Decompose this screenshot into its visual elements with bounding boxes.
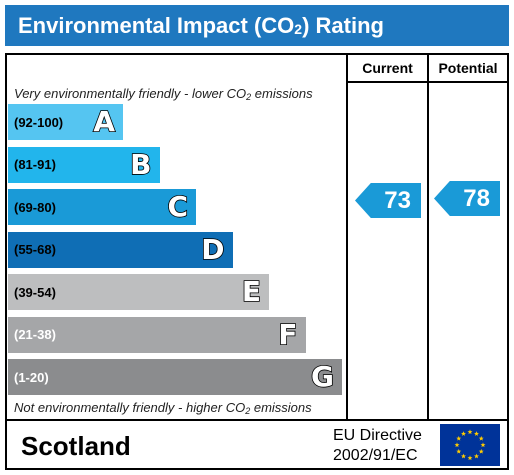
caption-bottom-sub: 2 — [245, 406, 251, 416]
potential-rating-arrow: 78 — [434, 181, 500, 216]
flag-star — [461, 453, 466, 459]
flag-star — [478, 448, 484, 454]
flag-star — [478, 435, 484, 441]
band-letter: D — [200, 232, 225, 266]
band-letter: G — [310, 360, 335, 393]
potential-rating-value: 78 — [463, 184, 490, 212]
band-range-label: (55-68) — [14, 242, 56, 257]
flag-star — [474, 453, 479, 459]
flag-star — [480, 442, 486, 448]
chart-title: Environmental Impact (CO 2) Rating — [5, 5, 509, 46]
flag-star — [461, 431, 466, 436]
band-letter: A — [93, 105, 116, 138]
band-e: (39-54) E — [8, 274, 269, 310]
caption-bottom-pre: Not environmentally friendly - higher CO — [14, 400, 246, 415]
caption-top: Very environmentally friendly - lower CO… — [14, 86, 313, 102]
divider-potential — [427, 53, 429, 421]
current-rating-value: 73 — [384, 186, 411, 214]
flag-star — [467, 429, 473, 435]
band-range-label: (1-20) — [14, 369, 49, 385]
eu-flag-icon — [440, 424, 500, 466]
flag-star — [474, 431, 479, 436]
current-column-header: Current — [362, 60, 413, 76]
band-letter: B — [129, 147, 152, 181]
flag-star — [456, 435, 462, 441]
caption-bottom-post: emissions — [250, 400, 312, 415]
current-rating-arrow: 73 — [355, 183, 421, 218]
flag-star — [454, 442, 460, 448]
title-pre: Environmental Impact (CO — [18, 12, 295, 38]
band-c: (69-80) C — [8, 189, 196, 225]
potential-column-header: Potential — [438, 60, 498, 76]
band-a: (92-100) A — [8, 104, 123, 140]
column-header-rule — [347, 81, 509, 83]
caption-top-sub: 2 — [246, 92, 252, 102]
title-sub: 2 — [294, 20, 303, 37]
band-f: (21-38) F — [8, 316, 306, 353]
band-range-label: (92-100) — [14, 114, 64, 130]
band-d: (55-68) D — [8, 231, 233, 268]
band-letter: C — [167, 190, 189, 223]
band-range-label: (21-38) — [14, 327, 56, 342]
region-label: Scotland — [21, 431, 131, 461]
title-post: ) Rating — [302, 12, 384, 38]
band-g: (1-20) G — [8, 359, 342, 395]
band-b: (81-91) B — [8, 146, 160, 183]
rating-table — [5, 53, 509, 421]
divider-current — [346, 53, 348, 421]
directive-line-1: EU Directive — [333, 427, 422, 444]
band-range-label: (39-54) — [14, 284, 56, 300]
flag-star — [456, 448, 462, 454]
band-letter: F — [278, 317, 299, 351]
flag-star — [467, 455, 473, 461]
caption-top-pre: Very environmentally friendly - lower CO — [14, 86, 247, 101]
caption-bottom: Not environmentally friendly - higher CO… — [14, 400, 312, 416]
directive-line-2: 2002/91/EC — [333, 447, 418, 464]
band-range-label: (81-91) — [14, 157, 56, 172]
band-letter: E — [241, 275, 262, 308]
footer — [5, 421, 509, 470]
caption-top-post: emissions — [251, 86, 313, 101]
band-range-label: (69-80) — [14, 199, 56, 215]
